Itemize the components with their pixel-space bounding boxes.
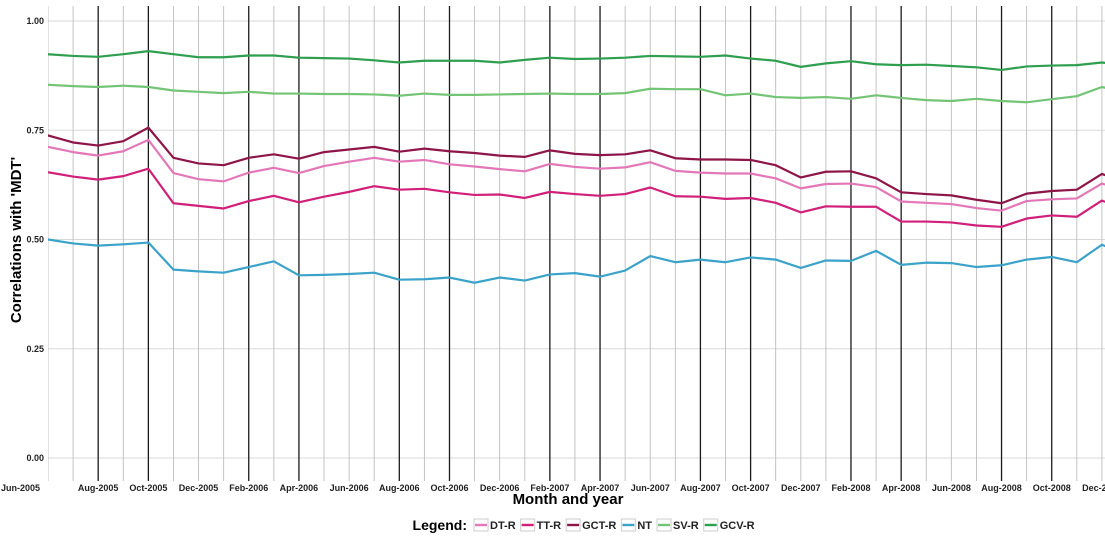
legend-item-tt-r: TT-R — [520, 518, 561, 532]
x-tick-label: Feb-2006 — [229, 483, 268, 493]
legend-item-dt-r: DT-R — [473, 518, 516, 532]
x-tick-label: Oct-2006 — [430, 483, 468, 493]
legend-label: DT-R — [490, 520, 516, 532]
x-tick-label: Jun-2006 — [330, 483, 369, 493]
x-tick-label: Dec-2006 — [480, 483, 520, 493]
x-tick-label: Oct-2008 — [1033, 483, 1071, 493]
x-tick-label: Oct-2007 — [732, 483, 770, 493]
series-line-gct-r — [48, 126, 1105, 205]
legend-label: GCT-R — [582, 520, 616, 532]
x-tick-label: Apr-2007 — [581, 483, 620, 493]
x-tick-label: Jun-2005 — [1, 483, 40, 493]
series-line-dt-r — [48, 138, 1105, 212]
series-line-sv-r — [48, 83, 1105, 104]
series-line-tt-r — [48, 167, 1105, 228]
y-tick-label: 0.50 — [26, 235, 44, 245]
legend-title: Legend: — [413, 517, 467, 533]
x-tick-label: Jun-2008 — [932, 483, 971, 493]
legend-item-nt: NT — [620, 518, 652, 532]
x-tick-label: Dec-2007 — [781, 483, 821, 493]
legend-label: TT-R — [537, 520, 561, 532]
x-tick-label: Apr-2008 — [882, 483, 921, 493]
x-tick-label: Aug-2008 — [981, 483, 1022, 493]
x-tick-label: Aug-2005 — [78, 483, 119, 493]
series-line-gcv-r — [48, 50, 1105, 72]
legend: Legend: DT-R TT-R GCT-R NT SV-R GCV-R — [413, 517, 755, 533]
legend-item-gct-r: GCT-R — [565, 518, 616, 532]
x-tick-label: Dec-2008 — [1082, 483, 1105, 493]
y-tick-label: 0.75 — [26, 125, 44, 135]
series-line-nt — [48, 238, 1105, 284]
y-tick-label: 1.00 — [26, 16, 44, 26]
legend-item-gcv-r: GCV-R — [703, 518, 755, 532]
y-tick-labels: 0.00 0.25 0.50 0.75 1.00 — [26, 16, 44, 463]
legend-label: NT — [637, 520, 652, 532]
x-tick-labels: Jun-2005 Aug-2005 Oct-2005 Dec-2005 Feb-2006… — [1, 483, 1105, 493]
x-tick-label: Aug-2006 — [379, 483, 420, 493]
legend-label: GCV-R — [720, 520, 755, 532]
y-tick-label: 0.00 — [26, 453, 44, 463]
series-lines — [48, 50, 1105, 284]
x-tick-label: Feb-2007 — [530, 483, 569, 493]
x-tick-label: Aug-2007 — [680, 483, 721, 493]
x-tick-label: Feb-2008 — [831, 483, 870, 493]
x-tick-label: Jun-2007 — [631, 483, 670, 493]
x-tick-label: Dec-2005 — [179, 483, 219, 493]
x-tick-label: Oct-2005 — [129, 483, 167, 493]
y-tick-label: 0.25 — [26, 344, 44, 354]
x-tick-label: Apr-2006 — [280, 483, 319, 493]
x-axis-title: Month and year — [513, 491, 624, 508]
legend-label: SV-R — [673, 520, 699, 532]
y-axis-title: Correlations with 'MDT' — [8, 157, 25, 323]
grid-lines — [48, 6, 1105, 481]
legend-item-sv-r: SV-R — [656, 518, 699, 532]
